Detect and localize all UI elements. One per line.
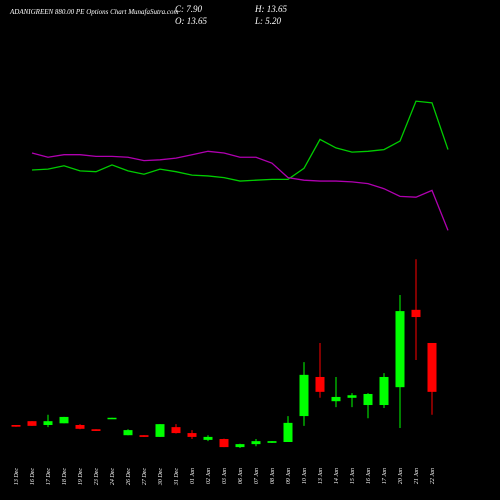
candle-body: [283, 422, 293, 442]
x-tick-label: 16 Dec: [30, 468, 36, 485]
x-tick-label: 31 Dec: [174, 468, 180, 486]
candle-body: [219, 439, 229, 448]
candle-body: [171, 427, 181, 434]
x-tick-label: 01 Jan: [190, 468, 196, 484]
candle-body: [395, 311, 405, 388]
x-tick-label: 06 Jan: [238, 468, 244, 484]
candle-body: [363, 393, 373, 406]
open-summary: O: 13.65: [175, 16, 207, 26]
chart-title: ADANIGREEN 880.00 PE Options Chart Munaf…: [9, 8, 179, 16]
candle-body: [379, 376, 389, 406]
x-tick-label: 09 Jan: [286, 468, 292, 484]
x-tick-label: 20 Jan: [398, 468, 404, 484]
candle-body: [139, 435, 149, 437]
x-tick-label: 10 Jan: [302, 468, 308, 484]
high-summary: H: 13.65: [254, 4, 287, 14]
candle-body: [75, 425, 85, 429]
x-tick-label: 24 Dec: [109, 468, 116, 485]
x-tick-label: 19 Dec: [78, 468, 84, 485]
candle-body: [11, 425, 21, 427]
candle-body: [331, 396, 341, 402]
candle-body: [347, 395, 357, 398]
candle-body: [123, 430, 133, 436]
candle-body: [267, 441, 277, 443]
x-tick-label: 27 Dec: [142, 468, 148, 485]
candle-body: [59, 416, 69, 424]
x-tick-label: 22 Jan: [430, 468, 436, 484]
x-tick-label: 07 Jan: [254, 468, 260, 484]
x-tick-label: 21 Jan: [414, 468, 420, 484]
candle-body: [155, 424, 165, 437]
x-tick-label: 13 Dec: [14, 468, 20, 485]
x-tick-label: 18 Dec: [62, 468, 68, 485]
x-tick-label: 30 Dec: [158, 468, 164, 486]
candle-body: [251, 441, 261, 445]
x-tick-label: 16 Jan: [366, 468, 372, 484]
indicator-line: [31, 100, 449, 182]
x-tick-label: 03 Jan: [222, 468, 228, 484]
candle-body: [91, 429, 101, 431]
x-tick-label: 02 Jan: [206, 468, 212, 484]
x-tick-label: 23 Dec: [94, 468, 100, 485]
x-tick-label: 14 Jan: [333, 468, 340, 484]
indicator-line: [31, 150, 449, 231]
x-tick-label: 17 Jan: [382, 468, 388, 484]
x-tick-label: 17 Dec: [46, 468, 52, 485]
candle-body: [107, 417, 117, 420]
candle-body: [203, 436, 213, 440]
x-tick-label: 13 Jan: [318, 468, 324, 484]
candle-body: [411, 309, 421, 318]
candle-body: [427, 342, 437, 392]
x-tick-label: 08 Jan: [270, 468, 276, 484]
candle-body: [315, 376, 325, 392]
close-summary: C: 7.90: [175, 4, 203, 14]
x-tick-label: 26 Dec: [126, 468, 132, 485]
candle-body: [299, 374, 309, 417]
candle-body: [187, 433, 197, 437]
low-summary: L: 5.20: [254, 16, 282, 26]
candle-body: [235, 444, 245, 448]
candle-body: [43, 421, 53, 425]
x-tick-label: 15 Jan: [350, 468, 356, 484]
candle-body: [27, 421, 37, 426]
